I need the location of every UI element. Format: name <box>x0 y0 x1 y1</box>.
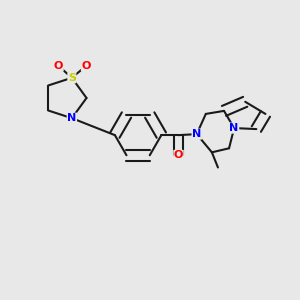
Text: O: O <box>54 61 63 71</box>
Text: N: N <box>67 113 76 123</box>
Text: O: O <box>174 150 183 160</box>
Text: N: N <box>230 123 239 133</box>
Text: O: O <box>81 61 91 71</box>
Text: S: S <box>68 73 76 83</box>
Text: N: N <box>192 129 201 139</box>
